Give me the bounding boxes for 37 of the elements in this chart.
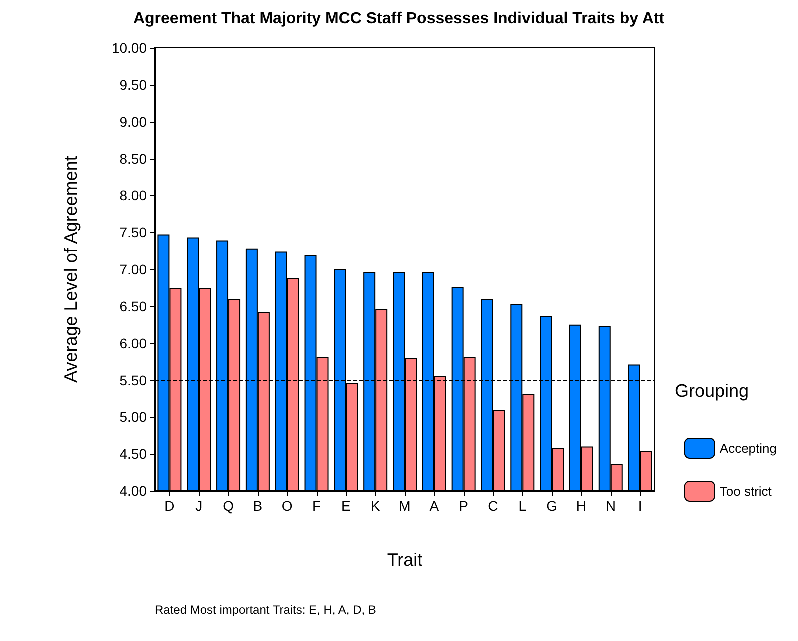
- x-tick-label: F: [312, 498, 322, 514]
- y-tick-label: 7.50: [120, 224, 148, 241]
- y-axis-title: Average Level of Agreement: [61, 156, 81, 383]
- x-axis-title: Trait: [387, 550, 423, 570]
- x-tick-label: K: [370, 498, 381, 514]
- legend-label: Accepting: [720, 441, 778, 456]
- y-tick-label: 4.00: [120, 483, 148, 499]
- chart-title: Agreement That Majority MCC Staff Possesses Individual Traits by Att: [133, 10, 666, 28]
- y-tick-label: 5.50: [120, 372, 148, 388]
- x-tick-label: H: [576, 498, 587, 514]
- x-tick-label: J: [196, 498, 203, 514]
- y-tick-label: 5.00: [120, 409, 148, 426]
- x-tick-label: Q: [223, 498, 234, 514]
- x-tick-label: N: [606, 498, 616, 514]
- y-tick-label: 4.50: [120, 446, 148, 462]
- y-tick-label: 10.00: [112, 40, 148, 56]
- x-tick-label: L: [518, 498, 527, 514]
- text: Rated Most important Traits: E, H, A, D, B: [155, 603, 376, 617]
- y-tick-label: 8.50: [120, 150, 148, 167]
- legend-label: Too strict: [720, 484, 772, 499]
- x-tick-label: C: [488, 498, 498, 514]
- x-tick-label: P: [459, 498, 468, 514]
- y-tick-label: 9.50: [120, 76, 148, 93]
- x-tick-label: A: [430, 498, 440, 514]
- x-tick-label: D: [164, 498, 175, 514]
- x-tick-label: O: [282, 498, 293, 514]
- y-tick-label: 9.00: [120, 114, 148, 130]
- x-tick-label: G: [546, 498, 558, 514]
- x-tick-label: M: [399, 498, 411, 514]
- y-tick-label: 6.00: [120, 335, 148, 352]
- y-tick-label: 7.00: [120, 262, 148, 278]
- x-tick-label: I: [638, 498, 642, 514]
- x-tick-label: B: [253, 498, 263, 514]
- y-tick-label: 8.00: [120, 188, 148, 204]
- x-tick-label: E: [342, 498, 351, 514]
- legend-title: Grouping: [675, 381, 750, 401]
- y-tick-label: 6.50: [120, 298, 148, 314]
